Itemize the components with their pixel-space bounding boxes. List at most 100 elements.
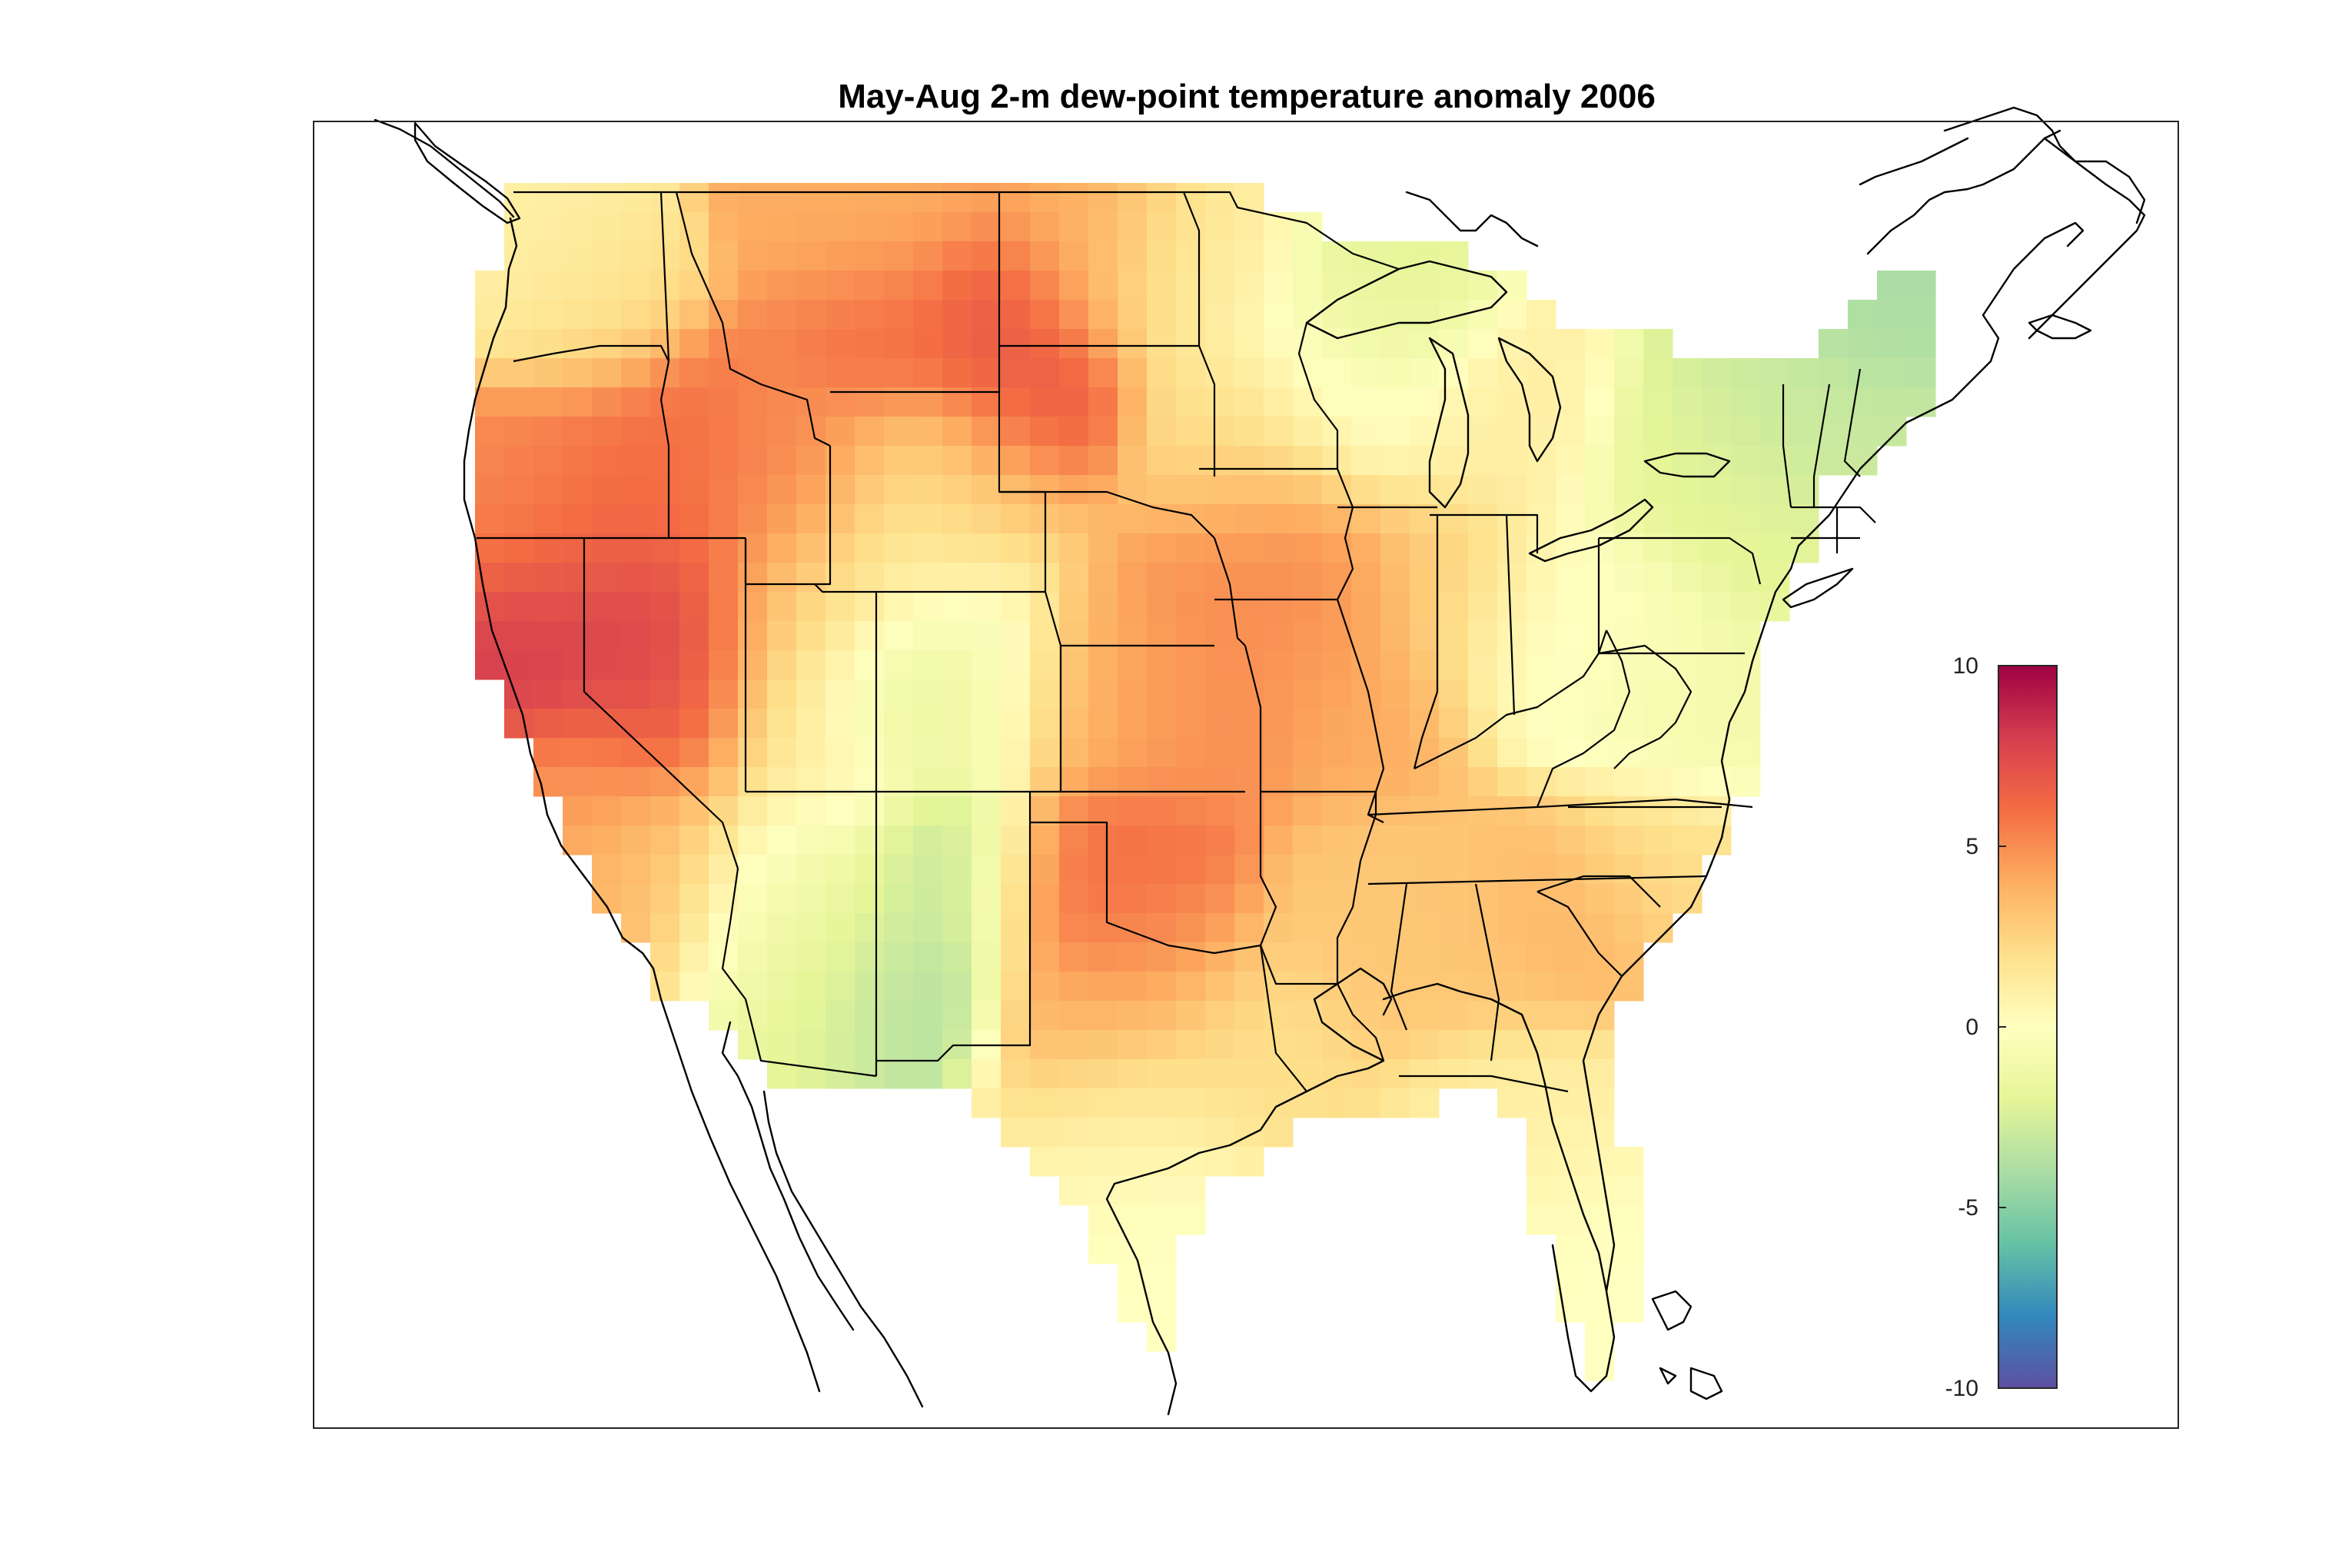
anomaly-grid-cell <box>1643 475 1673 505</box>
anomaly-grid-cell <box>1848 417 1878 447</box>
gulf-coast-louisiana <box>1313 967 1393 1070</box>
anomaly-grid-cell <box>913 183 943 213</box>
anomaly-grid-cell <box>1147 855 1177 885</box>
anomaly-grid-cell <box>1614 884 1644 914</box>
anomaly-grid-cell <box>1088 504 1118 534</box>
anomaly-grid-cell <box>1293 1059 1323 1089</box>
anomaly-grid-cell <box>1147 183 1177 213</box>
anomaly-grid-cell <box>592 387 622 417</box>
anomaly-grid-cell <box>1059 650 1089 680</box>
anomaly-grid-cell <box>1118 826 1148 855</box>
anomaly-grid-cell <box>1351 387 1381 417</box>
anomaly-grid-cell <box>1088 942 1118 972</box>
anomaly-grid-cell <box>1468 709 1498 739</box>
border-ny-vt <box>1782 384 1792 508</box>
anomaly-grid-cell <box>1468 767 1498 797</box>
anomaly-grid-cell <box>972 475 1002 505</box>
anomaly-grid-cell <box>650 942 680 972</box>
anomaly-grid-cell <box>1001 563 1031 593</box>
anomaly-grid-cell <box>1380 913 1410 943</box>
anomaly-grid-cell <box>1556 475 1586 505</box>
anomaly-grid-cell <box>1410 709 1440 739</box>
anomaly-grid-cell <box>709 329 739 359</box>
anomaly-grid-cell <box>1147 329 1177 359</box>
anomaly-grid-cell <box>709 621 739 651</box>
anomaly-grid-cell <box>1526 300 1556 330</box>
anomaly-grid-cell <box>592 183 622 213</box>
anomaly-grid-cell <box>1351 563 1381 593</box>
anomaly-grid-cell <box>621 387 651 417</box>
anomaly-grid-cell <box>1526 1030 1556 1060</box>
anomaly-grid-cell <box>504 504 534 534</box>
anomaly-grid-cell <box>884 271 914 301</box>
anomaly-grid-cell <box>1293 1030 1323 1060</box>
anomaly-grid-cell <box>1526 621 1556 651</box>
anomaly-grid-cell <box>592 300 622 330</box>
anomaly-grid-cell <box>1264 592 1294 622</box>
anomaly-grid-cell <box>1264 504 1294 534</box>
anomaly-grid-cell <box>767 1030 797 1060</box>
anomaly-grid-cell <box>679 972 709 1002</box>
anomaly-grid-cell <box>972 417 1002 447</box>
anomaly-grid-cell <box>1760 387 1790 417</box>
anomaly-grid-cell <box>796 972 826 1002</box>
anomaly-grid-cell <box>972 913 1002 943</box>
anomaly-grid-cell <box>1906 300 1936 330</box>
anomaly-grid-cell <box>1380 1030 1410 1060</box>
anomaly-grid-cell <box>650 183 680 213</box>
anomaly-grid-cell <box>1731 358 1761 388</box>
anomaly-grid-cell <box>504 475 534 505</box>
anomaly-grid-cell <box>1468 738 1498 768</box>
anomaly-grid-cell <box>1526 1001 1556 1031</box>
anomaly-grid-cell <box>738 446 768 476</box>
anomaly-grid-cell <box>1147 1088 1177 1118</box>
anomaly-grid-cell <box>913 942 943 972</box>
anomaly-grid-cell <box>1556 358 1586 388</box>
anomaly-grid-cell <box>738 972 768 1002</box>
anomaly-grid-cell <box>767 679 797 709</box>
anomaly-grid-cell <box>1059 1059 1089 1089</box>
anomaly-grid-cell <box>1118 738 1148 768</box>
anomaly-grid-cell <box>1526 826 1556 855</box>
anomaly-grid-cell <box>1030 1059 1060 1089</box>
anomaly-grid-cell <box>621 679 651 709</box>
anomaly-grid-cell <box>650 592 680 622</box>
anomaly-grid-cell <box>592 241 622 271</box>
anomaly-grid-cell <box>1088 1059 1118 1089</box>
anomaly-grid-cell <box>709 241 739 271</box>
anomaly-grid-cell <box>1468 826 1498 855</box>
anomaly-grid-cell <box>1468 504 1498 534</box>
anomaly-grid-cell <box>1293 1088 1323 1118</box>
anomaly-grid-cell <box>1234 241 1264 271</box>
anomaly-grid-cell <box>1614 475 1644 505</box>
anomaly-grid-cell <box>1264 446 1294 476</box>
anomaly-grid-cell <box>942 738 972 768</box>
anomaly-grid-cell <box>1205 533 1235 563</box>
anomaly-grid-cell <box>1322 1088 1352 1118</box>
anomaly-grid-cell <box>1234 913 1264 943</box>
anomaly-grid-cell <box>1234 621 1264 651</box>
anomaly-grid-cell <box>1468 1001 1498 1031</box>
anomaly-grid-cell <box>942 563 972 593</box>
lake-michigan <box>1428 337 1470 509</box>
anomaly-grid-cell <box>1410 826 1440 855</box>
anomaly-grid-cell <box>563 621 593 651</box>
anomaly-grid-cell <box>1234 563 1264 593</box>
anomaly-grid-cell <box>1205 475 1235 505</box>
anomaly-grid-cell <box>1322 796 1352 826</box>
anomaly-grid-cell <box>796 183 826 213</box>
anomaly-grid-cell <box>1147 475 1177 505</box>
anomaly-grid-cell <box>1439 1059 1469 1089</box>
anomaly-grid-cell <box>1556 709 1586 739</box>
anomaly-grid-cell <box>1234 1118 1264 1148</box>
anomaly-grid-cell <box>1234 884 1264 914</box>
border-il-in <box>1413 515 1439 769</box>
anomaly-grid-cell <box>679 271 709 301</box>
anomaly-grid-cell <box>563 212 593 242</box>
anomaly-grid-cell <box>1380 767 1410 797</box>
anomaly-grid-cell <box>1176 709 1206 739</box>
anomaly-grid-cell <box>884 796 914 826</box>
anomaly-grid-cell <box>884 679 914 709</box>
anomaly-grid-cell <box>1848 446 1878 476</box>
anomaly-grid-cell <box>913 826 943 855</box>
